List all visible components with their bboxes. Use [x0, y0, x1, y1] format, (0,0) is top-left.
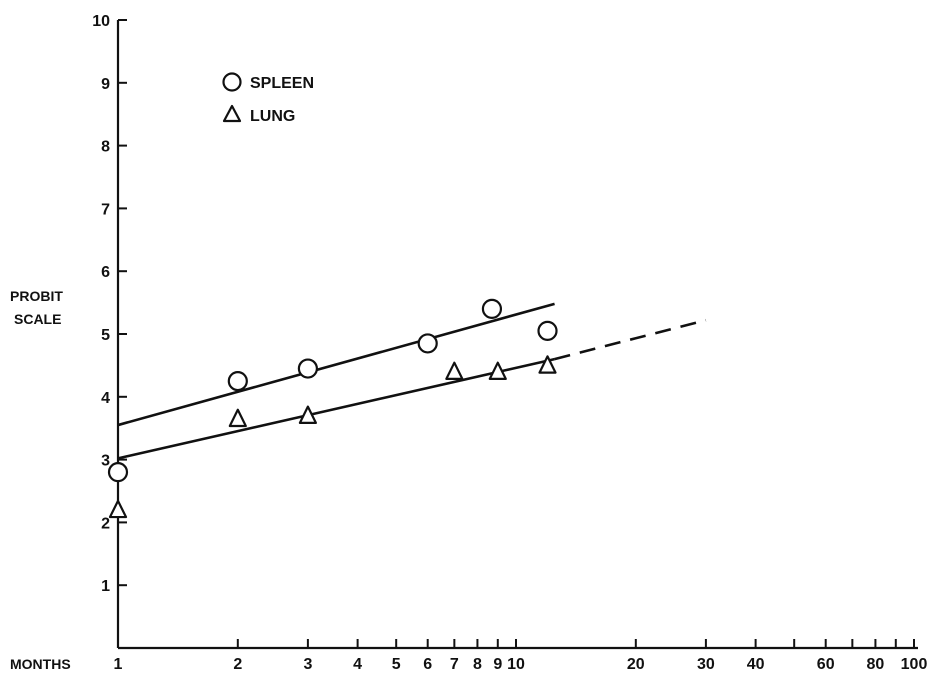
- lung-point-0: [108, 499, 128, 519]
- y-tick-label-4: 4: [101, 390, 110, 407]
- spleen-fit-line-0: [117, 302, 555, 427]
- y-tick-label-5: 5: [101, 327, 110, 344]
- lung-fit-line-0: [117, 357, 555, 460]
- y-tick-label-2: 2: [101, 515, 110, 532]
- y-ticks: 1 2 3 4 5 6 7 8 9 10: [92, 13, 127, 595]
- legend-lung-marker: [222, 104, 242, 123]
- lung-point-5: [538, 355, 557, 374]
- x-tick-label-1: 1: [114, 656, 123, 673]
- x-tick-label-8: 8: [473, 656, 482, 673]
- lung-point-1: [228, 408, 247, 428]
- x-tick-label-5: 5: [392, 656, 401, 673]
- x-tick-label-100: 100: [901, 656, 928, 673]
- x-tick-label-40: 40: [747, 656, 765, 673]
- x-tick-label-80: 80: [867, 656, 885, 673]
- legend-spleen-marker: [222, 72, 242, 92]
- spleen-point-5: [537, 320, 558, 341]
- fit-lines: [117, 302, 707, 460]
- y-axis-title-line2: SCALE: [14, 311, 61, 327]
- x-tick-label-3: 3: [303, 656, 312, 673]
- x-tick-label-30: 30: [697, 656, 715, 673]
- legend: SPLEEN LUNG: [222, 72, 314, 125]
- x-tick-label-10: 10: [507, 656, 525, 673]
- y-tick-label-1: 1: [101, 578, 110, 595]
- spleen-point-0: [107, 462, 129, 483]
- legend-spleen-label: SPLEEN: [250, 75, 314, 92]
- x-tick-label-7: 7: [450, 656, 459, 673]
- y-axis-title-line1: PROBIT: [10, 288, 63, 304]
- y-tick-label-8: 8: [101, 139, 110, 156]
- x-tick-label-6: 6: [423, 656, 432, 673]
- y-tick-label-10: 10: [92, 13, 110, 30]
- legend-lung-label: LUNG: [250, 108, 295, 125]
- x-tick-label-2: 2: [233, 656, 242, 673]
- spleen-point-3: [417, 333, 438, 354]
- spleen-point-1: [227, 371, 248, 392]
- x-axis-title: MONTHS: [10, 656, 71, 672]
- axes: [116, 20, 918, 650]
- lung-point-2: [298, 405, 317, 424]
- lung-fit-line-1: [554, 318, 707, 361]
- spleen-point-2: [297, 358, 318, 379]
- y-tick-label-9: 9: [101, 76, 110, 93]
- x-tick-label-20: 20: [627, 656, 645, 673]
- spleen-point-4: [481, 298, 503, 319]
- y-tick-label-3: 3: [101, 453, 110, 470]
- y-tick-label-6: 6: [101, 264, 110, 281]
- y-tick-label-7: 7: [101, 201, 110, 218]
- lung-point-4: [488, 361, 507, 380]
- x-ticks: 1 2 3 4 5 6 7 8 9 10 20 30 40 60 80 100: [114, 639, 928, 673]
- data-markers: [107, 298, 558, 519]
- lung-point-3: [445, 361, 464, 380]
- x-tick-label-9: 9: [493, 656, 502, 673]
- x-tick-label-4: 4: [353, 656, 362, 673]
- x-tick-label-60: 60: [817, 656, 835, 673]
